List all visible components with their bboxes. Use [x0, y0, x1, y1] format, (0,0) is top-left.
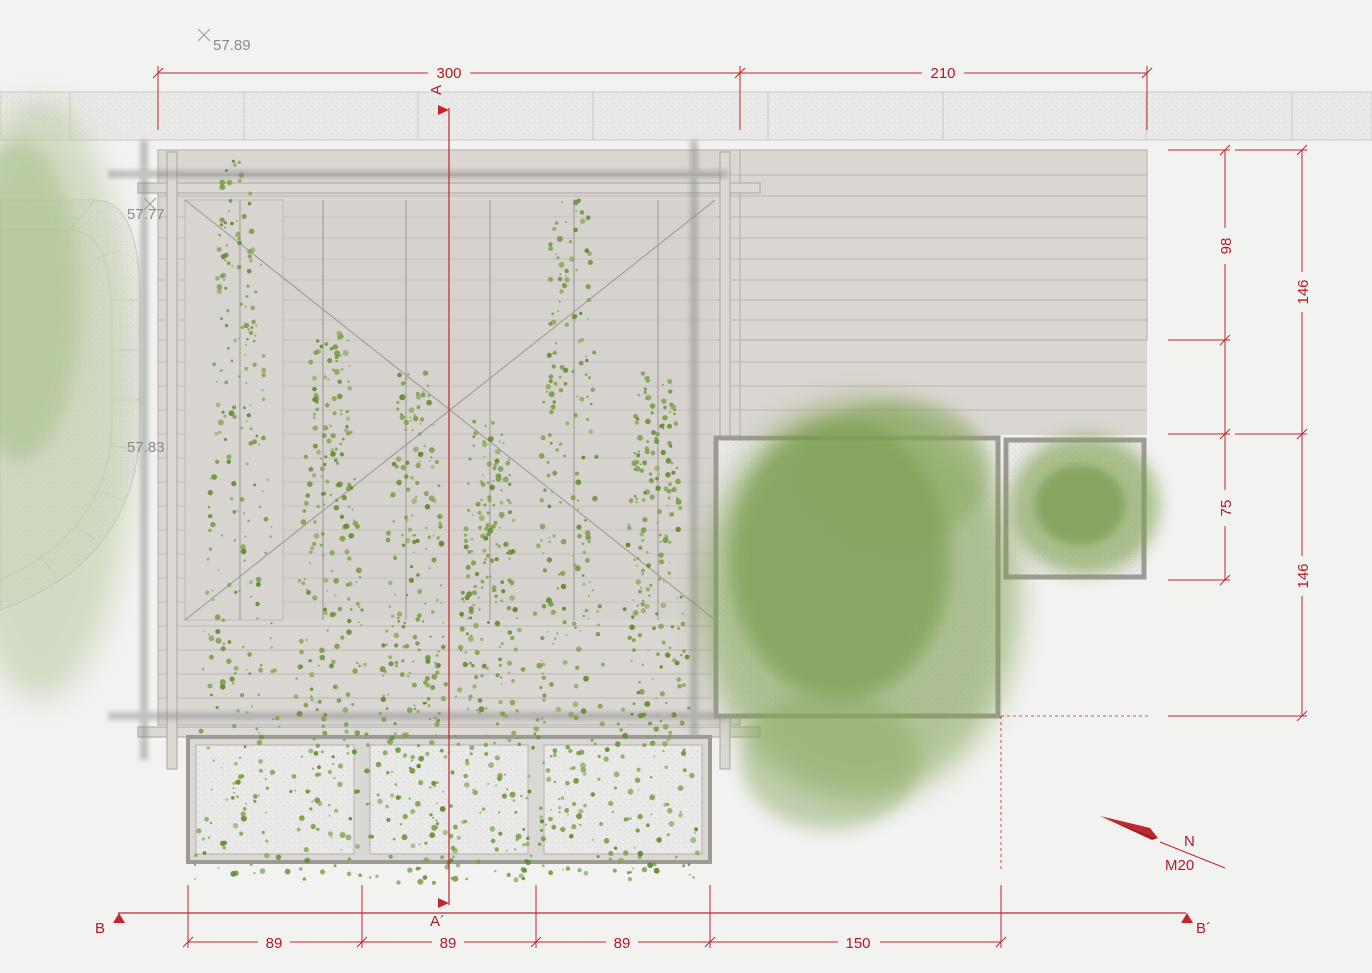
dimension-top: 300 210	[152, 64, 1153, 130]
dimension-bottom-1: 89	[266, 935, 283, 952]
elevation-marks: 57.89 57.77 57.83	[127, 28, 251, 456]
section-line-b: B B´	[95, 912, 1211, 937]
dimension-bottom-4: 150	[845, 935, 870, 952]
extension-lines	[1000, 715, 1150, 870]
section-line-a: A A´	[428, 85, 450, 930]
dimension-right-inner: 98 75	[1168, 144, 1235, 586]
dimension-right-outer-1: 146	[1295, 279, 1312, 304]
dimension-right-outer-2: 146	[1295, 563, 1312, 588]
left-curved-paving	[0, 100, 141, 700]
dimension-top-1: 300	[436, 65, 461, 82]
section-marker-b-right: B´	[1196, 920, 1211, 937]
elevation-left-lower: 57.83	[127, 439, 165, 456]
paving-strip	[0, 91, 1372, 141]
section-marker-a-bottom: A´	[430, 913, 445, 930]
shrub-small	[1010, 435, 1160, 575]
elevation-top: 57.89	[213, 37, 251, 54]
dimension-right-inner-1: 98	[1218, 238, 1235, 255]
shrub-large	[700, 400, 1020, 830]
dimension-right-inner-2: 75	[1218, 500, 1235, 517]
section-marker-a-top: A	[428, 85, 445, 95]
elevation-left-upper: 57.77	[127, 206, 165, 223]
section-marker-b-left: B	[95, 920, 105, 937]
dimension-bottom: 89 89 89 150	[182, 885, 1007, 952]
climbing-plants	[194, 159, 700, 885]
north-arrow: N M20	[1100, 816, 1226, 874]
scale-label: M20	[1165, 857, 1194, 874]
dimension-bottom-3: 89	[614, 935, 631, 952]
dimension-right-outer: 146 146	[1168, 144, 1312, 722]
north-label: N	[1184, 833, 1195, 850]
dimension-top-2: 210	[930, 65, 955, 82]
dimension-bottom-2: 89	[440, 935, 457, 952]
